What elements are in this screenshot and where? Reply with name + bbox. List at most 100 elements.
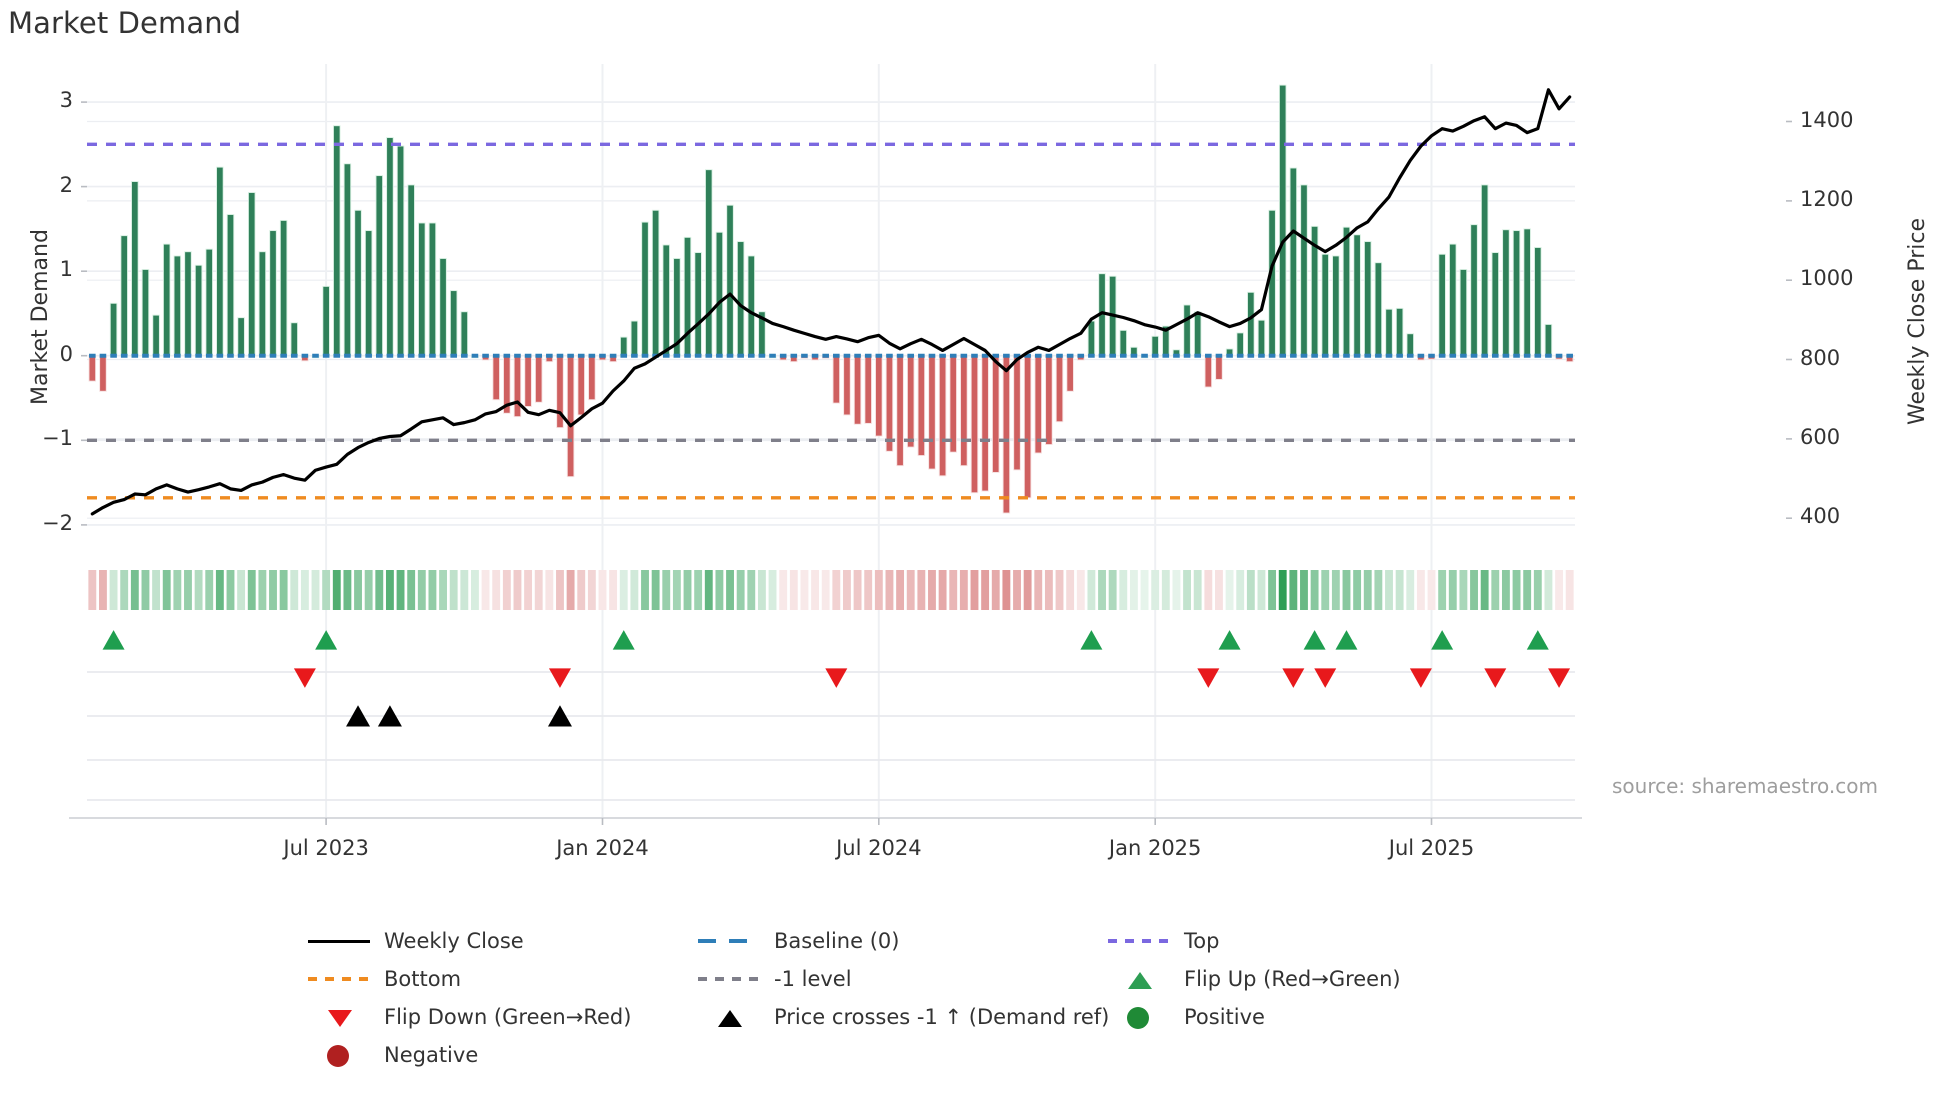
- demand-bar-negative: [992, 355, 1000, 473]
- heat-cell: [184, 570, 192, 610]
- demand-bar-positive: [322, 285, 330, 357]
- heat-cell: [524, 570, 533, 610]
- legend-glyph-shape: [328, 1010, 352, 1027]
- heat-cell: [1300, 570, 1308, 610]
- heat-cell: [1108, 570, 1117, 610]
- heat-cell: [545, 570, 554, 610]
- triangle-up-black-icon: [690, 1004, 766, 1030]
- heat-cell: [215, 570, 224, 610]
- demand-bar-positive: [1363, 241, 1372, 357]
- heat-cell: [1183, 570, 1191, 610]
- heat-cell: [258, 570, 267, 610]
- gridlines: [87, 101, 1575, 526]
- heat-cell: [311, 570, 320, 610]
- legend-item[interactable]: Flip Up (Red→Green): [1100, 966, 1401, 992]
- legend-item[interactable]: Negative: [300, 1042, 478, 1068]
- demand-bar-negative: [1034, 355, 1042, 454]
- legend-item[interactable]: Price crosses -1 ↑ (Demand ref): [690, 1004, 1109, 1030]
- heat-cell: [1066, 570, 1075, 610]
- heat-cell: [1246, 570, 1255, 610]
- heat-cell: [354, 570, 362, 610]
- y-axis-right-tick-label: 1200: [1800, 186, 1854, 211]
- heat-cell: [407, 570, 416, 610]
- demand-bars: [88, 84, 1574, 514]
- demand-bar-negative: [99, 355, 107, 392]
- heat-cell: [1555, 570, 1563, 610]
- y-axis-left-tick-label: 1: [59, 257, 73, 282]
- demand-bar-positive: [120, 235, 128, 357]
- demand-bar-positive: [1395, 307, 1404, 357]
- demand-bar-positive: [1268, 209, 1276, 357]
- flip-up-marker: [1218, 630, 1241, 650]
- demand-bar-negative: [853, 355, 862, 425]
- demand-bar-positive: [1342, 226, 1351, 357]
- heat-cell: [959, 570, 968, 610]
- demand-bar-negative: [577, 355, 585, 416]
- heat-cell: [917, 570, 926, 610]
- heat-cell: [736, 570, 745, 610]
- heat-cell: [726, 570, 734, 610]
- legend-item[interactable]: Top: [1100, 928, 1219, 954]
- demand-bar-positive: [620, 336, 628, 357]
- demand-bar-negative: [896, 355, 904, 467]
- legend-item-label: Flip Down (Green→Red): [384, 1005, 632, 1029]
- heat-cell: [449, 570, 458, 610]
- demand-bar-positive: [683, 236, 692, 357]
- flip-down-marker: [1484, 668, 1507, 688]
- heat-cell: [1289, 570, 1298, 610]
- price-cross-minus1-marker: [377, 705, 402, 727]
- flip-up-marker: [1080, 630, 1103, 650]
- heat-cell: [715, 570, 724, 610]
- demand-bar-positive: [333, 125, 341, 357]
- event-markers: [102, 630, 1571, 727]
- circle-icon: [1100, 1004, 1176, 1030]
- heat-cell: [1013, 570, 1021, 610]
- heat-cell: [800, 570, 809, 610]
- heat-cell: [290, 570, 299, 610]
- heat-cell: [502, 570, 511, 610]
- heat-cell: [1416, 570, 1425, 610]
- x-axis-tick-label: Jan 2024: [556, 836, 649, 860]
- demand-bar-negative: [864, 355, 872, 424]
- heat-cell: [747, 570, 756, 610]
- heat-cell: [1310, 570, 1319, 610]
- heat-cell: [981, 570, 990, 610]
- demand-bar-positive: [1523, 228, 1531, 357]
- heat-cell: [205, 570, 214, 610]
- demand-bar-positive: [1151, 335, 1159, 357]
- legend-item[interactable]: -1 level: [690, 966, 852, 992]
- legend-glyph-shape: [308, 940, 370, 943]
- demand-intensity-strip: [88, 570, 1574, 610]
- demand-bar-positive: [131, 181, 139, 357]
- heat-cell: [896, 570, 905, 610]
- heat-cell: [1385, 570, 1393, 610]
- legend-item-label: Flip Up (Red→Green): [1184, 967, 1401, 991]
- legend-item[interactable]: Bottom: [300, 966, 461, 992]
- demand-bar-positive: [1332, 255, 1340, 357]
- legend-glyph-shape: [718, 1010, 742, 1027]
- heat-cell: [1374, 570, 1383, 610]
- legend-item[interactable]: Weekly Close: [300, 928, 524, 954]
- demand-bar-positive: [1480, 184, 1489, 357]
- heat-cell: [843, 570, 851, 610]
- heat-cell: [1491, 570, 1500, 610]
- demand-bar-positive: [216, 166, 224, 357]
- demand-bar-negative: [949, 355, 957, 453]
- heat-cell: [1512, 570, 1521, 610]
- demand-bar-positive: [290, 322, 298, 357]
- heat-cell: [1459, 570, 1468, 610]
- legend-item[interactable]: Baseline (0): [690, 928, 899, 954]
- heat-cell: [672, 570, 681, 610]
- demand-bar-negative: [928, 355, 936, 470]
- legend-item[interactable]: Flip Down (Green→Red): [300, 1004, 631, 1030]
- heat-cell: [619, 570, 628, 610]
- demand-bar-positive: [1470, 224, 1478, 357]
- heat-cell: [906, 570, 915, 610]
- legend-item[interactable]: Positive: [1100, 1004, 1265, 1030]
- y-axis-right-tick-label: 1000: [1800, 266, 1854, 291]
- demand-bar-positive: [460, 311, 469, 357]
- demand-bar-positive: [396, 145, 405, 357]
- heat-cell: [1023, 570, 1032, 610]
- demand-bar-positive: [1300, 184, 1308, 357]
- legend-item-label: -1 level: [774, 967, 852, 991]
